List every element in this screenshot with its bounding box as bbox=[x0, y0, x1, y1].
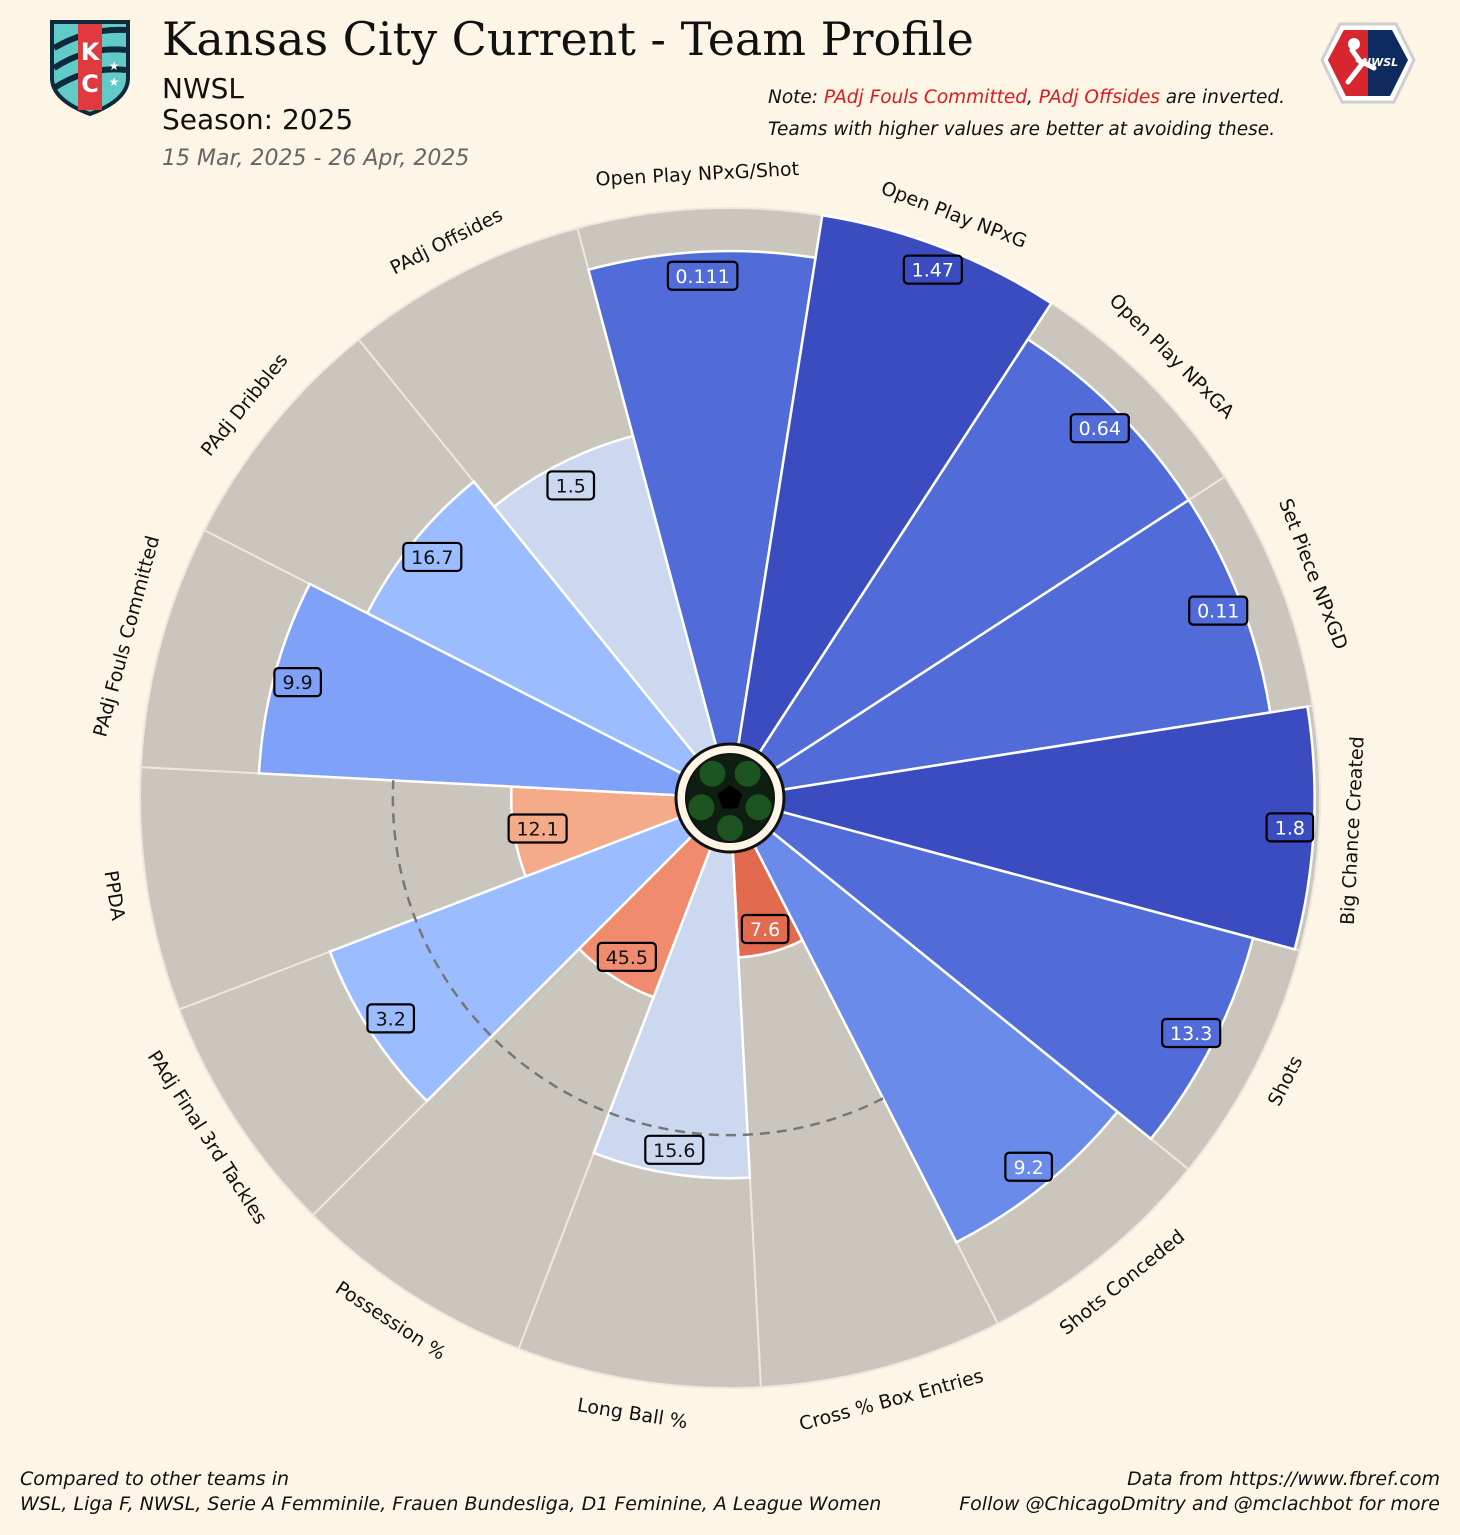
value-label-box bbox=[1265, 812, 1315, 843]
value-label-box bbox=[1161, 1017, 1222, 1049]
value-label: 45.5 bbox=[606, 947, 648, 969]
page-title: Kansas City Current - Team Profile bbox=[162, 12, 974, 66]
value-label-box bbox=[596, 941, 657, 972]
soccer-ball-patch bbox=[717, 815, 743, 841]
value-label: 0.64 bbox=[1079, 418, 1121, 440]
league-logo-text: NWSL bbox=[1362, 56, 1398, 69]
note-item-fouls: PAdj Fouls Committed bbox=[823, 87, 1027, 108]
value-label-box bbox=[546, 470, 596, 501]
category-label: Shots bbox=[1264, 1052, 1308, 1109]
value-label: 0.111 bbox=[675, 266, 729, 288]
reference-arc bbox=[391, 780, 884, 1137]
footer-follow: Follow @ChicagoDmitry and @mclachbot for… bbox=[959, 1493, 1440, 1515]
value-label-box bbox=[666, 260, 739, 291]
category-label: Long Ball % bbox=[576, 1394, 689, 1433]
value-label: 12.1 bbox=[516, 818, 558, 840]
star-icon: ★ bbox=[109, 75, 120, 89]
value-label: 3.2 bbox=[376, 1008, 406, 1030]
category-label: PPDA bbox=[99, 869, 129, 922]
value-label-box bbox=[273, 667, 322, 698]
value-label-box bbox=[644, 1134, 705, 1165]
value-label-box bbox=[507, 813, 568, 844]
footer-comparison-line-1: Compared to other teams in bbox=[20, 1468, 290, 1490]
value-label-box bbox=[366, 1003, 416, 1034]
note-item-offsides: PAdj Offsides bbox=[1038, 87, 1160, 108]
value-label: 9.9 bbox=[283, 672, 313, 694]
value-label: 7.6 bbox=[750, 919, 780, 941]
season-label: Season: 2025 bbox=[162, 103, 354, 136]
team-logo-letter-c: C bbox=[81, 70, 99, 98]
value-label: 9.2 bbox=[1014, 1157, 1044, 1179]
footer-credits: Data from https://www.fbref.com Follow @… bbox=[959, 1467, 1440, 1517]
note-prefix: Note: bbox=[768, 87, 824, 108]
note-separator: , bbox=[1026, 87, 1039, 108]
value-label-box bbox=[1188, 595, 1249, 626]
inverted-note: Note: PAdj Fouls Committed, PAdj Offside… bbox=[768, 82, 1285, 146]
soccer-ball-patch bbox=[734, 760, 761, 787]
value-label-box bbox=[402, 541, 463, 573]
soccer-ball-patch bbox=[699, 760, 726, 787]
soccer-ball-patch bbox=[745, 794, 772, 821]
value-label: 1.8 bbox=[1275, 817, 1305, 839]
value-label-box bbox=[740, 913, 790, 945]
note-suffix: are inverted. bbox=[1159, 87, 1286, 108]
date-range: 15 Mar, 2025 - 26 Apr, 2025 bbox=[162, 146, 470, 171]
soccer-ball-patch bbox=[717, 785, 743, 809]
value-label: 0.11 bbox=[1197, 601, 1239, 623]
league-name: NWSL bbox=[162, 72, 245, 105]
footer-source: Data from https://www.fbref.com bbox=[1127, 1468, 1440, 1490]
value-label: 1.47 bbox=[912, 260, 954, 282]
footer-comparison-line-2: WSL, Liga F, NWSL, Serie A Femminile, Fr… bbox=[20, 1493, 882, 1515]
value-label: 1.5 bbox=[556, 475, 586, 497]
soccer-ball-patch bbox=[688, 794, 715, 821]
category-label: Big Chance Created bbox=[1337, 736, 1369, 926]
value-label: 15.6 bbox=[653, 1140, 695, 1162]
team-logo: K C ★ ★ bbox=[50, 20, 130, 116]
value-label-box bbox=[1069, 413, 1130, 444]
value-label-box bbox=[1004, 1151, 1053, 1182]
value-label-box bbox=[902, 254, 963, 285]
value-label: 13.3 bbox=[1170, 1023, 1212, 1045]
footer-comparison: Compared to other teams in WSL, Liga F, … bbox=[20, 1467, 881, 1517]
star-icon: ★ bbox=[109, 59, 120, 73]
note-line-2: Teams with higher values are better at a… bbox=[768, 119, 1276, 140]
category-label: Open Play NPxG/Shot bbox=[595, 158, 800, 191]
value-label: 16.7 bbox=[411, 547, 453, 569]
league-logo: NWSL bbox=[1320, 22, 1416, 104]
note-line-1: Note: PAdj Fouls Committed, PAdj Offside… bbox=[768, 82, 1285, 114]
team-logo-letter-k: K bbox=[81, 38, 101, 66]
